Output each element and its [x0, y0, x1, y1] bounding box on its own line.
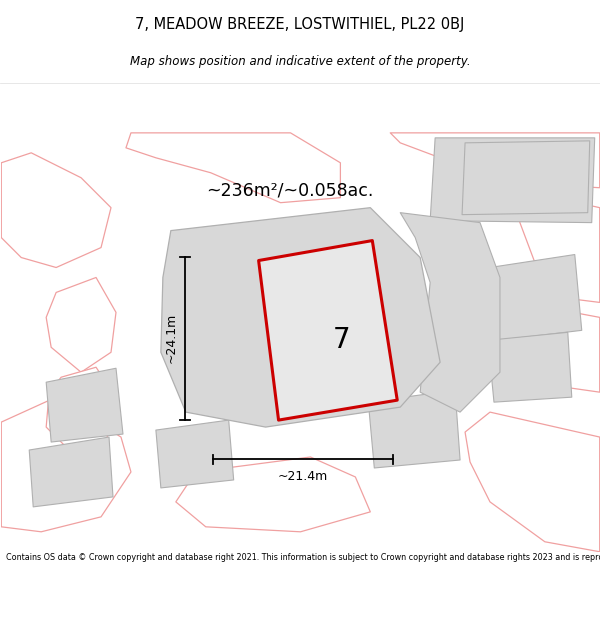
Text: Map shows position and indicative extent of the property.: Map shows position and indicative extent…	[130, 56, 470, 68]
Text: Contains OS data © Crown copyright and database right 2021. This information is : Contains OS data © Crown copyright and d…	[6, 553, 600, 562]
Text: ~236m²/~0.058ac.: ~236m²/~0.058ac.	[206, 181, 374, 199]
Text: 7: 7	[332, 326, 350, 354]
Text: ~24.1m: ~24.1m	[165, 313, 178, 364]
Text: ~21.4m: ~21.4m	[278, 470, 328, 483]
Text: 7, MEADOW BREEZE, LOSTWITHIEL, PL22 0BJ: 7, MEADOW BREEZE, LOSTWITHIEL, PL22 0BJ	[136, 18, 464, 32]
